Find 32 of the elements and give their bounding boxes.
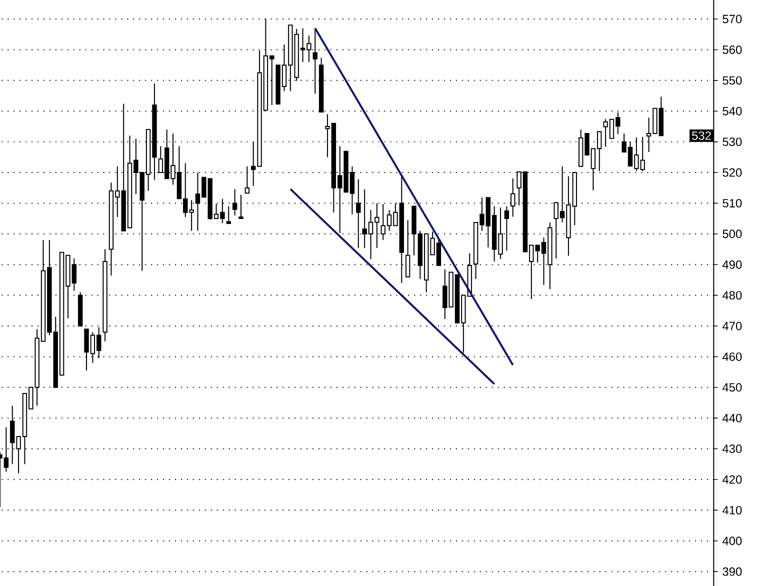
- candlestick: [356, 178, 361, 249]
- y-tick-label: 480: [722, 291, 742, 300]
- candlestick: [318, 57, 324, 113]
- y-tick-label: 530: [722, 138, 742, 146]
- text: 532: [692, 131, 711, 140]
- y-tick-label: 510: [722, 198, 742, 208]
- y-tick-label: 440: [722, 414, 742, 422]
- y-tick-label: 450: [722, 383, 742, 392]
- y-tick-label: 560: [722, 45, 742, 54]
- candlestick: [226, 206, 231, 224]
- y-tick-label: 390: [722, 567, 742, 576]
- candlestick: [232, 188, 238, 216]
- candlestick: [102, 248, 108, 342]
- y-tick-label: 470: [722, 322, 742, 330]
- y-tick-label: 550: [722, 76, 742, 85]
- y-tick-label: 430: [722, 444, 742, 454]
- candlestick: [405, 220, 410, 278]
- candlestick: [78, 292, 83, 326]
- y-tick-label: 540: [722, 106, 742, 116]
- candlestick: [510, 178, 516, 218]
- candlestick: [312, 28, 318, 94]
- y-tick-label: 570: [722, 14, 742, 24]
- candlestick: [244, 166, 250, 194]
- candlestick: [504, 206, 510, 252]
- y-tick-label: 410: [722, 506, 742, 514]
- y-tick-label: 500: [722, 230, 742, 238]
- y-tick-label: 420: [722, 475, 742, 484]
- y-tick-label: 460: [722, 352, 742, 361]
- y-tick-label: 490: [722, 260, 742, 269]
- candlestick: [238, 194, 244, 220]
- y-tick-label: 400: [722, 536, 742, 546]
- y-tick-label: 520: [722, 168, 742, 177]
